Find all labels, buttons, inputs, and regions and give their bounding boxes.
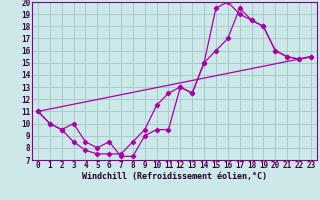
X-axis label: Windchill (Refroidissement éolien,°C): Windchill (Refroidissement éolien,°C) — [82, 172, 267, 181]
